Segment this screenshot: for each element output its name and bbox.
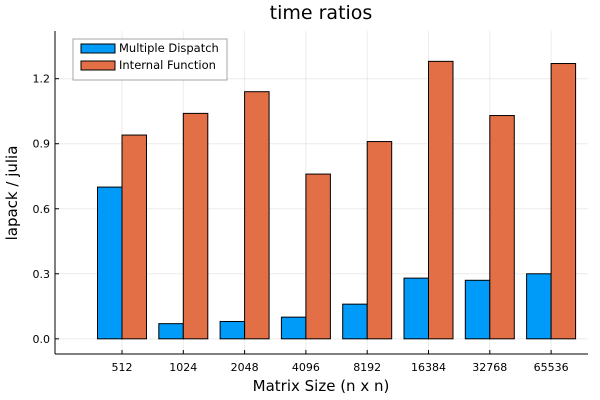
y-tick-label: 0.0 [33,333,51,346]
bar-multiple-dispatch [342,303,368,340]
bar-internal-function [182,112,209,340]
bar-internal-function [305,173,331,340]
x-tick-label: 2048 [231,361,259,374]
bar-multiple-dispatch [526,273,552,340]
bar-multiple-dispatch [403,277,429,340]
x-tick-label: 4096 [292,361,320,374]
bar-internal-function [244,91,270,340]
bar-internal-function [121,134,147,340]
x-ticks: 512 1024 2048 4096 8192 16384 32768 65536 [112,350,569,374]
legend-swatch [80,43,116,54]
x-tick-label: 16384 [411,361,446,374]
legend-label: Multiple Dispatch [119,41,219,55]
legend-swatch [80,60,116,71]
x-tick-label: 32768 [472,361,507,374]
bars [97,60,577,340]
bar-internal-function [550,63,577,340]
y-tick-label: 1.2 [33,73,51,86]
bar-internal-function [489,115,515,340]
legend: Multiple Dispatch Internal Function [72,38,228,81]
legend-label: Internal Function [119,58,216,72]
x-tick-label: 512 [112,361,133,374]
y-axis-label: lapack / julia [3,146,21,241]
bar-internal-function [366,141,393,340]
y-ticks: 0.0 0.3 0.6 0.9 1.2 [33,73,59,346]
bar-multiple-dispatch [219,320,246,340]
y-tick-label: 0.3 [33,268,51,281]
bar-multiple-dispatch [158,323,184,340]
y-tick-label: 0.6 [33,203,51,216]
x-tick-label: 8192 [353,361,381,374]
y-tick-label: 0.9 [33,138,51,151]
bar-multiple-dispatch [97,186,123,340]
x-axis-label: Matrix Size (n x n) [253,377,390,395]
chart-title: time ratios [270,2,373,24]
bar-multiple-dispatch [464,279,491,340]
x-tick-label: 65536 [534,361,569,374]
bar-internal-function [428,60,454,340]
x-tick-label: 1024 [169,361,197,374]
bar-multiple-dispatch [280,316,307,340]
